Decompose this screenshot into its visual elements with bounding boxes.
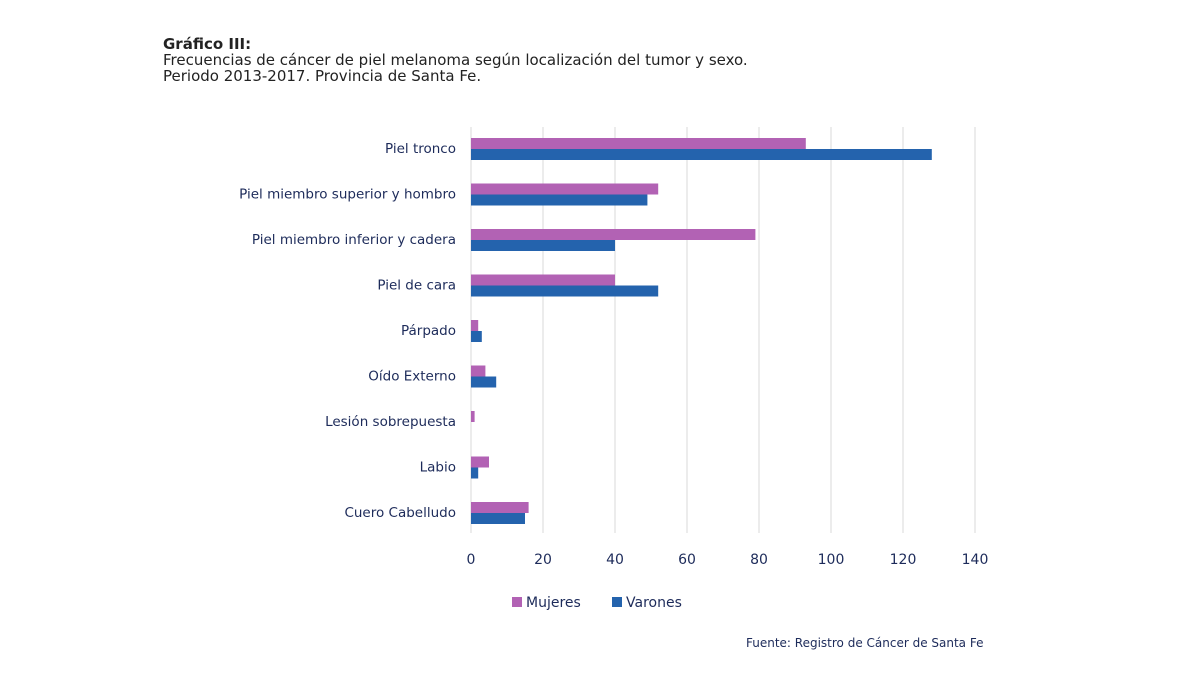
category-label: Piel miembro superior y hombro (239, 187, 456, 203)
category-label: Labio (420, 460, 456, 476)
bar-mujeres (471, 183, 659, 195)
x-tick-label: 140 (962, 552, 989, 568)
bar-varones (471, 285, 659, 297)
category-label: Lesión sobrepuesta (325, 414, 456, 430)
bar-mujeres (471, 274, 615, 286)
bar-varones (471, 376, 497, 388)
legend-swatch-mujeres (512, 597, 522, 607)
chart-subtitle-1: Frecuencias de cáncer de piel melanoma s… (163, 51, 748, 69)
chart-title: Gráfico III: (163, 35, 252, 53)
x-tick-label: 120 (890, 552, 917, 568)
category-label: Piel miembro inferior y cadera (252, 232, 456, 248)
category-label: Párpado (401, 323, 456, 339)
chart-title-block: Gráfico III: Frecuencias de cáncer de pi… (163, 36, 748, 84)
legend-label-mujeres: Mujeres (526, 595, 581, 611)
x-tick-label: 80 (750, 552, 768, 568)
category-label: Piel tronco (385, 141, 456, 157)
source-note: Fuente: Registro de Cáncer de Santa Fe (746, 636, 984, 650)
x-tick-label: 20 (534, 552, 552, 568)
bar-varones (471, 467, 479, 479)
x-tick-label: 0 (467, 552, 476, 568)
chart-subtitle-2: Periodo 2013-2017. Provincia de Santa Fe… (163, 67, 482, 85)
bar-mujeres (471, 456, 489, 468)
bar-varones (471, 149, 932, 160)
bar-varones (471, 194, 648, 206)
bar-mujeres (471, 229, 756, 240)
x-tick-label: 100 (818, 552, 845, 568)
bar-mujeres (471, 365, 486, 377)
bar-mujeres (471, 411, 475, 422)
bar-varones (471, 513, 525, 524)
bar-varones (471, 331, 482, 342)
category-label: Cuero Cabelludo (344, 505, 456, 521)
bar-mujeres (471, 320, 479, 331)
bar-mujeres (471, 138, 806, 149)
bar-mujeres (471, 502, 529, 513)
legend-swatch-varones (612, 597, 622, 607)
bar-varones (471, 240, 615, 251)
category-label: Piel de cara (377, 278, 456, 294)
x-tick-label: 60 (678, 552, 696, 568)
category-label: Oído Externo (368, 369, 456, 385)
legend-label-varones: Varones (626, 595, 682, 611)
x-tick-label: 40 (606, 552, 624, 568)
